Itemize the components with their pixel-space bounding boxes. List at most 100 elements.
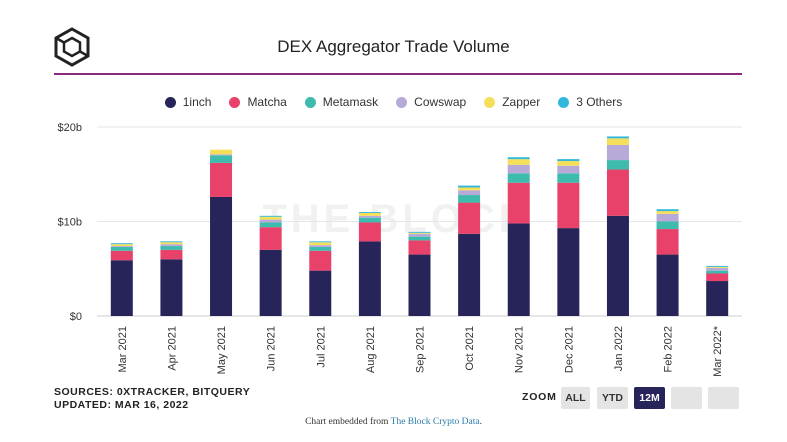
bar-zapper-mar-2022 (706, 266, 729, 268)
zoom-button-empty[interactable] (708, 387, 739, 409)
bar-1inch-nov-2021 (507, 223, 530, 316)
chart-sources: SOURCES: 0XTRACKER, BITQUERY UPDATED: MA… (54, 386, 250, 412)
x-tick-label: Feb 2022 (663, 326, 675, 372)
x-tick-label: Apr 2021 (166, 326, 178, 371)
legend-swatch (304, 96, 316, 108)
zoom-button-empty[interactable] (671, 387, 702, 409)
legend-label: 1inch (182, 95, 212, 109)
bar-zapper-nov-2021 (507, 159, 530, 165)
bar-zapper-sep-2021 (408, 232, 431, 234)
legend-swatch (484, 96, 496, 108)
bar-cowswap-apr-2021 (160, 244, 183, 247)
legend-label: 3 Others (576, 95, 623, 109)
y-tick-label: $20b (58, 122, 82, 134)
bar-3-others-jun-2021 (259, 215, 282, 217)
zoom-button-all[interactable]: ALL (561, 387, 590, 409)
chart-legend: 1inch Matcha Metamask Cowswap Zapper 3 Others (0, 95, 787, 109)
bar-cowswap-oct-2021 (458, 190, 481, 196)
bar-cowswap-may-2021 (210, 154, 233, 156)
bar-zapper-jun-2021 (259, 216, 282, 220)
x-tick-label: Sep 2021 (415, 326, 427, 373)
bar-zapper-jan-2022 (606, 138, 629, 145)
legend-item-zapper[interactable]: Zapper (484, 95, 540, 109)
bar-metamask-aug-2021 (358, 217, 381, 223)
bar-matcha-jul-2021 (309, 250, 332, 271)
bar-3-others-nov-2021 (507, 157, 530, 160)
bar-matcha-jan-2022 (606, 169, 629, 216)
bar-cowswap-mar-2022 (706, 267, 729, 271)
bar-metamask-sep-2021 (408, 236, 431, 241)
embed-prefix: Chart embedded from (305, 417, 391, 427)
bar-cowswap-jul-2021 (309, 245, 332, 248)
x-tick-label: May 2021 (216, 326, 228, 374)
bar-matcha-may-2021 (210, 162, 233, 197)
bar-3-others-mar-2022 (706, 265, 729, 267)
bar-matcha-oct-2021 (458, 202, 481, 234)
bar-metamask-jan-2022 (606, 160, 629, 170)
embed-link[interactable]: The Block Crypto Data (390, 417, 480, 427)
legend-label: Metamask (322, 95, 379, 109)
bar-zapper-dec-2021 (557, 161, 580, 166)
bar-zapper-oct-2021 (458, 187, 481, 191)
bar-3-others-mar-2021 (110, 243, 133, 245)
bar-3-others-jan-2022 (606, 136, 629, 139)
bar-cowswap-nov-2021 (507, 164, 530, 174)
bar-1inch-may-2021 (210, 196, 233, 316)
legend-label: Matcha (247, 95, 287, 109)
embed-suffix: . (479, 417, 482, 427)
updated-text: UPDATED: MAR 16, 2022 (54, 399, 189, 411)
bar-metamask-mar-2021 (110, 247, 133, 251)
bar-3-others-feb-2022 (656, 209, 679, 212)
x-tick-label: Jul 2021 (315, 326, 327, 368)
bar-metamask-jun-2021 (259, 222, 282, 228)
bar-metamask-feb-2022 (656, 221, 679, 230)
legend-item-metamask[interactable]: Metamask (304, 95, 379, 109)
bar-matcha-aug-2021 (358, 222, 381, 242)
bar-3-others-jul-2021 (309, 241, 332, 243)
bar-1inch-sep-2021 (408, 254, 431, 316)
embed-credit: Chart embedded from The Block Crypto Dat… (0, 417, 787, 427)
bar-metamask-nov-2021 (507, 173, 530, 183)
bar-matcha-feb-2022 (656, 229, 679, 255)
bar-zapper-jul-2021 (309, 242, 332, 246)
zoom-button-12m[interactable]: 12M (634, 387, 665, 409)
bar-metamask-jul-2021 (309, 247, 332, 251)
bar-matcha-sep-2021 (408, 240, 431, 255)
bar-metamask-mar-2022 (706, 270, 729, 274)
legend-label: Cowswap (414, 95, 467, 109)
legend-item-3-others[interactable]: 3 Others (558, 95, 622, 109)
legend-item-cowswap[interactable]: Cowswap (396, 95, 466, 109)
legend-item-matcha[interactable]: Matcha (229, 95, 287, 109)
legend-swatch (396, 96, 408, 108)
bar-matcha-nov-2021 (507, 182, 530, 224)
bar-cowswap-dec-2021 (557, 165, 580, 174)
chart-title: DEX Aggregator Trade Volume (277, 37, 510, 56)
zoom-button-ytd[interactable]: YTD (597, 387, 628, 409)
bar-cowswap-jan-2022 (606, 144, 629, 161)
bar-1inch-jan-2022 (606, 215, 629, 316)
y-tick-label: $0 (70, 311, 82, 323)
bar-zapper-aug-2021 (358, 212, 381, 216)
bar-zapper-mar-2021 (110, 244, 133, 247)
legend-item-1inch[interactable]: 1inch (164, 95, 212, 109)
zoom-label: ZOOM (522, 391, 557, 403)
legend-swatch (164, 96, 176, 108)
bar-3-others-apr-2021 (160, 241, 183, 243)
bar-matcha-mar-2022 (706, 273, 729, 282)
bar-matcha-dec-2021 (557, 182, 580, 229)
bar-1inch-feb-2022 (656, 254, 679, 316)
bar-3-others-sep-2021 (408, 231, 431, 233)
bar-matcha-apr-2021 (160, 249, 183, 260)
x-tick-label: Nov 2021 (514, 326, 526, 373)
bar-1inch-mar-2022 (706, 281, 729, 316)
bar-metamask-apr-2021 (160, 246, 183, 250)
bar-matcha-jun-2021 (259, 227, 282, 250)
bar-zapper-feb-2022 (656, 211, 679, 214)
title-divider (54, 73, 742, 75)
chart-watermark: THE BLOCK (262, 197, 531, 241)
bar-1inch-oct-2021 (458, 233, 481, 316)
bar-3-others-oct-2021 (458, 185, 481, 188)
bar-cowswap-sep-2021 (408, 233, 431, 237)
bar-1inch-apr-2021 (160, 259, 183, 316)
x-tick-label: Mar 2021 (117, 326, 129, 372)
